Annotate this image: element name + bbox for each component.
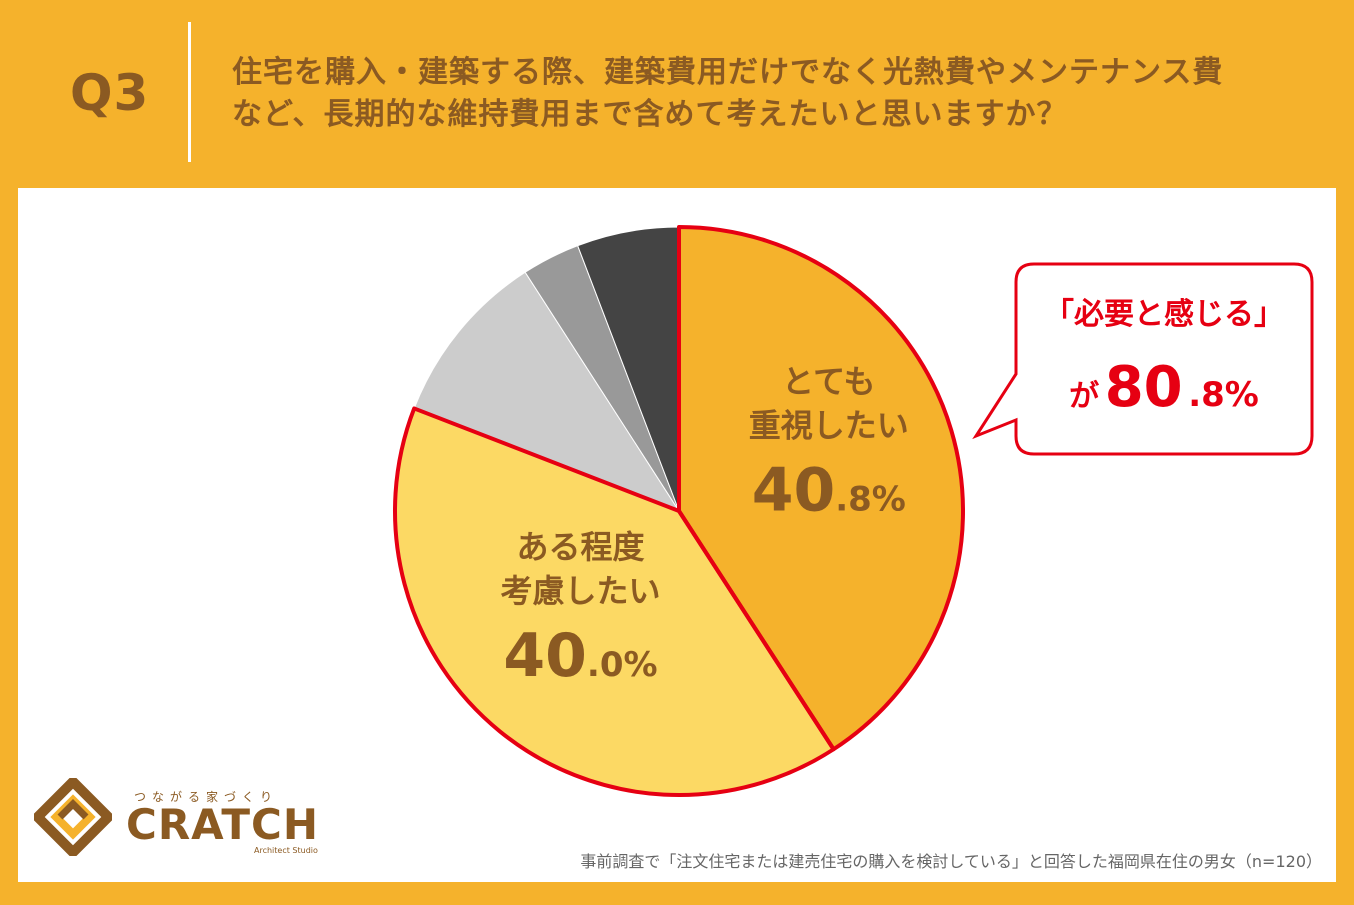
callout-value: が 80 .8% bbox=[1069, 355, 1259, 420]
header-divider bbox=[188, 22, 191, 162]
slice-value-1-dec: .0% bbox=[587, 645, 658, 685]
pie-slices bbox=[393, 225, 965, 797]
question-text: 住宅を購入・建築する際、建築費用だけでなく光熱費やメンテナンス費 など、長期的な… bbox=[232, 52, 1322, 136]
slice-label-0-line1: とても bbox=[782, 363, 875, 401]
slice-label-1-line1: ある程度 bbox=[516, 528, 644, 566]
callout-heading: 「必要と感じる」 bbox=[1044, 297, 1284, 332]
callout-prefix: が bbox=[1069, 379, 1099, 414]
cratch-logo: つながる家づくり CRATCH Architect Studio bbox=[34, 778, 318, 868]
question-line-1: 住宅を購入・建築する際、建築費用だけでなく光熱費やメンテナンス費 bbox=[232, 55, 1224, 90]
slice-value-0-dec: .8% bbox=[835, 480, 906, 520]
logo-wordmark: CRATCH bbox=[126, 800, 320, 849]
question-number: Q3 bbox=[70, 64, 150, 122]
survey-footnote: 事前調査で「注文住宅または建売住宅の購入を検討している」と回答した福岡県在住の男… bbox=[580, 852, 1322, 871]
callout-value-int: 80 bbox=[1105, 355, 1183, 420]
pie-slice-outline-0 bbox=[677, 225, 965, 752]
slice-value-1: 40.0% bbox=[503, 621, 657, 691]
logo-subtitle: Architect Studio bbox=[254, 846, 318, 855]
slice-value-1-int: 40 bbox=[503, 621, 587, 691]
pie-slice-2 bbox=[413, 271, 681, 513]
slice-value-0: 40.8% bbox=[752, 456, 906, 526]
cratch-logo-mark bbox=[34, 778, 112, 856]
slice-label-0-line2: 重視したい bbox=[749, 407, 909, 445]
callout-value-dec: .8% bbox=[1188, 375, 1259, 415]
callout-shape bbox=[972, 262, 1314, 456]
question-line-2: など、長期的な維持費用まで含めて考えたいと思いますか？ bbox=[232, 97, 1068, 132]
slice-value-0-int: 40 bbox=[752, 456, 836, 526]
pie-slice-outline-1 bbox=[393, 406, 836, 797]
callout-bubble: 「必要と感じる」 が 80 .8% bbox=[972, 262, 1314, 456]
slice-label-1-line2: 考慮したい bbox=[500, 572, 660, 610]
logo-tagline: つながる家づくり bbox=[134, 790, 279, 804]
chart-panel: とても 重視したい 40.8% ある程度 考慮したい 40.0% 「必要と感じる」 が 8… bbox=[18, 188, 1336, 882]
